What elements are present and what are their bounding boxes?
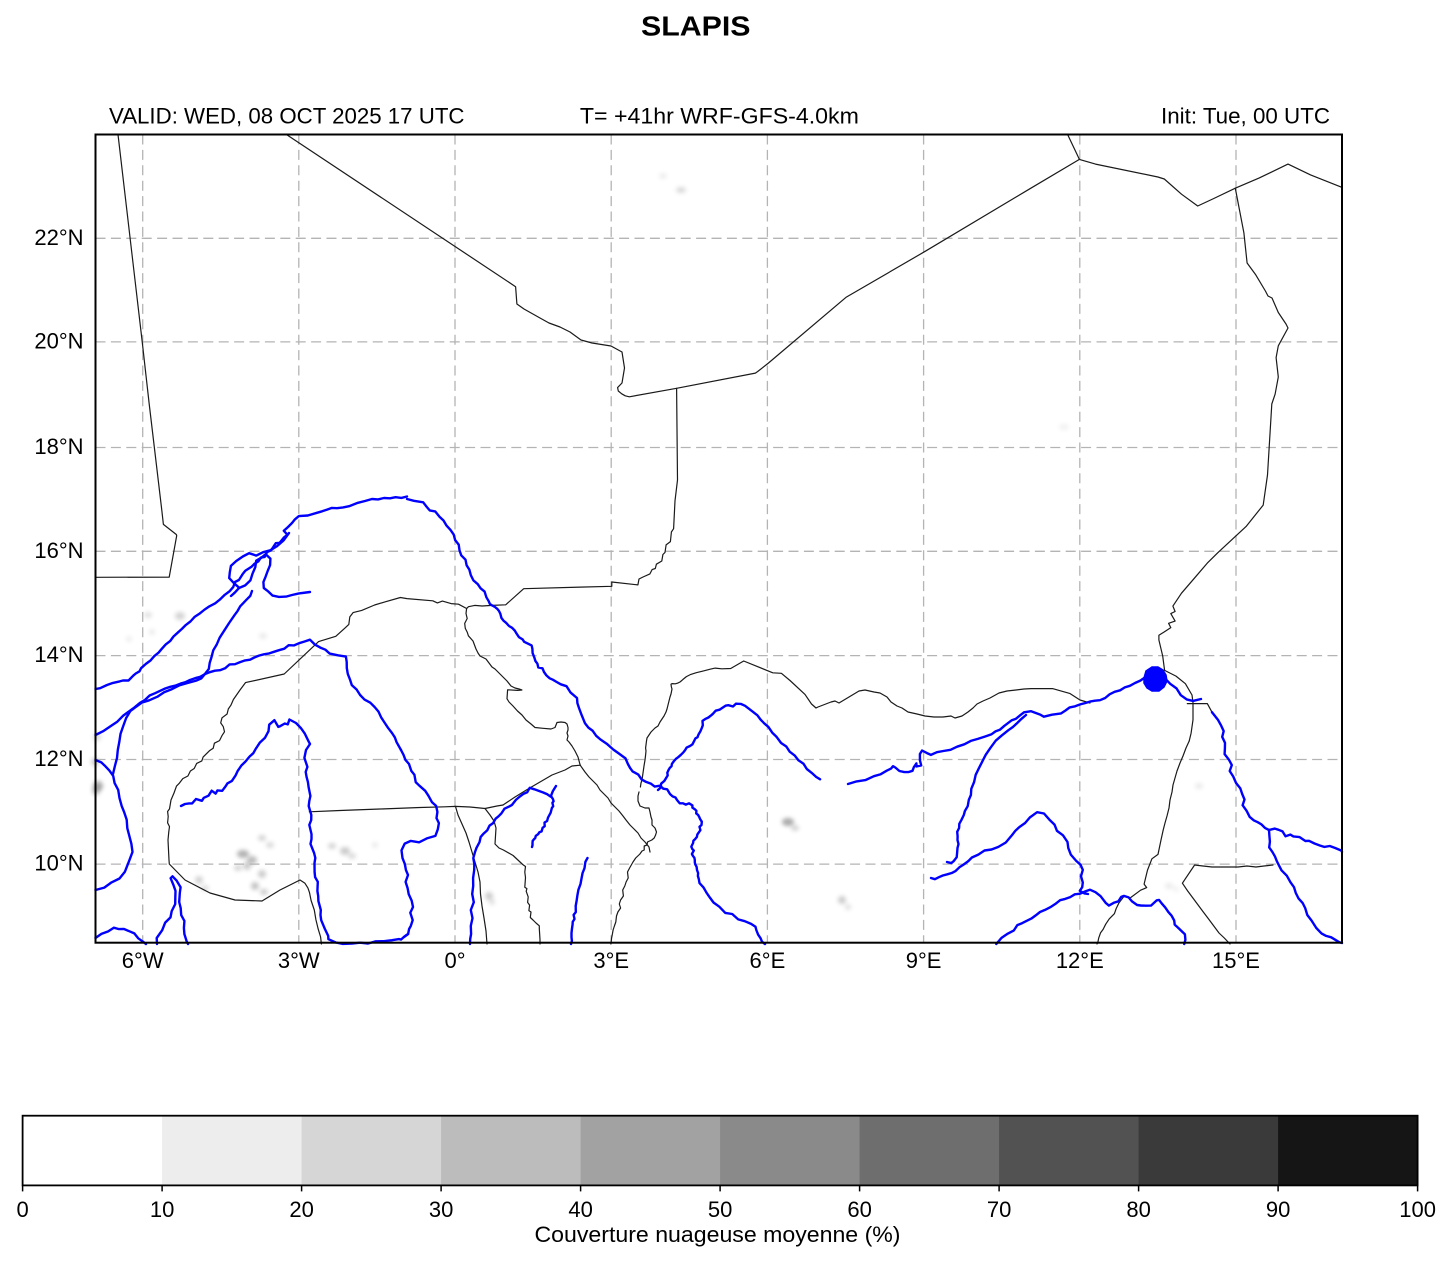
svg-text:16°N: 16°N: [34, 538, 83, 563]
svg-text:12°N: 12°N: [34, 746, 83, 771]
svg-text:60: 60: [847, 1197, 871, 1222]
svg-text:VALID: WED, 08 OCT 2025 17 UTC: VALID: WED, 08 OCT 2025 17 UTC: [109, 104, 465, 129]
svg-text:10°N: 10°N: [34, 851, 83, 876]
svg-text:SLAPIS: SLAPIS: [641, 11, 751, 42]
svg-text:6°E: 6°E: [750, 948, 786, 973]
svg-text:3°E: 3°E: [593, 948, 629, 973]
svg-text:10: 10: [150, 1197, 174, 1222]
svg-text:T= +41hr WRF-GFS-4.0km: T= +41hr WRF-GFS-4.0km: [580, 104, 859, 129]
svg-text:30: 30: [429, 1197, 453, 1222]
svg-text:Couverture nuageuse moyenne (%: Couverture nuageuse moyenne (%): [535, 1222, 901, 1247]
svg-text:80: 80: [1126, 1197, 1150, 1222]
svg-text:50: 50: [708, 1197, 732, 1222]
svg-text:70: 70: [987, 1197, 1011, 1222]
svg-text:15°E: 15°E: [1212, 948, 1260, 973]
svg-text:100: 100: [1399, 1197, 1436, 1222]
svg-text:3°W: 3°W: [278, 948, 320, 973]
svg-text:90: 90: [1266, 1197, 1290, 1222]
svg-text:6°W: 6°W: [122, 948, 164, 973]
svg-text:0°: 0°: [444, 948, 465, 973]
svg-text:Init: Tue, 00 UTC: Init: Tue, 00 UTC: [1161, 104, 1330, 129]
svg-text:22°N: 22°N: [34, 225, 83, 250]
svg-text:40: 40: [568, 1197, 592, 1222]
svg-text:0: 0: [16, 1197, 28, 1222]
svg-text:14°N: 14°N: [34, 642, 83, 667]
svg-text:12°E: 12°E: [1056, 948, 1104, 973]
svg-text:9°E: 9°E: [906, 948, 942, 973]
svg-text:20°N: 20°N: [34, 328, 83, 353]
svg-text:20: 20: [289, 1197, 313, 1222]
svg-text:18°N: 18°N: [34, 434, 83, 459]
